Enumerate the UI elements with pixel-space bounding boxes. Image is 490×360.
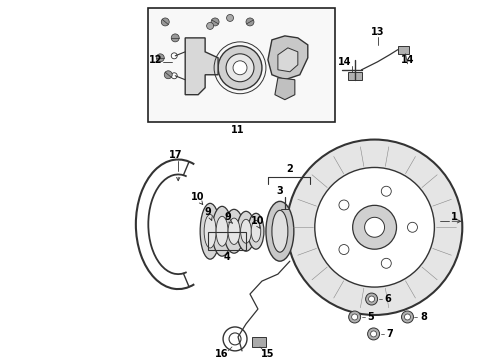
Text: 16: 16: [215, 349, 229, 359]
Circle shape: [381, 186, 392, 196]
Bar: [148, 8, 335, 122]
Ellipse shape: [272, 210, 288, 252]
Text: 13: 13: [371, 27, 384, 37]
Text: 9: 9: [205, 207, 212, 217]
Text: 6: 6: [384, 294, 391, 304]
Circle shape: [164, 71, 172, 79]
Polygon shape: [275, 78, 295, 100]
Circle shape: [315, 167, 435, 287]
Text: 2: 2: [287, 165, 293, 175]
Circle shape: [218, 46, 262, 90]
Ellipse shape: [266, 201, 294, 261]
Circle shape: [368, 328, 380, 340]
Bar: [208, 232, 246, 250]
Text: 10: 10: [192, 192, 205, 202]
Text: 17: 17: [169, 149, 182, 159]
Ellipse shape: [216, 216, 228, 246]
Circle shape: [366, 293, 378, 305]
Text: 9: 9: [225, 212, 231, 222]
Text: 5: 5: [367, 312, 374, 322]
Ellipse shape: [228, 218, 240, 244]
Circle shape: [211, 18, 219, 26]
Bar: [348, 72, 362, 80]
Circle shape: [246, 18, 254, 26]
Text: 3: 3: [276, 186, 283, 197]
Text: 10: 10: [251, 216, 265, 226]
Bar: [252, 337, 266, 347]
Bar: [397, 46, 410, 54]
Ellipse shape: [212, 206, 232, 256]
Circle shape: [171, 34, 179, 42]
Circle shape: [226, 14, 234, 22]
Circle shape: [207, 22, 214, 30]
Circle shape: [171, 53, 177, 59]
Circle shape: [352, 314, 358, 320]
Circle shape: [370, 331, 377, 337]
Ellipse shape: [241, 219, 251, 243]
Circle shape: [339, 200, 349, 210]
Circle shape: [156, 54, 164, 62]
Circle shape: [404, 314, 411, 320]
Circle shape: [349, 311, 361, 323]
Text: 15: 15: [261, 349, 275, 359]
Circle shape: [381, 258, 392, 268]
Ellipse shape: [251, 220, 261, 242]
Text: 1: 1: [451, 212, 458, 222]
Ellipse shape: [200, 203, 220, 259]
Ellipse shape: [248, 213, 264, 249]
Text: 7: 7: [386, 329, 393, 339]
Circle shape: [353, 205, 396, 249]
Polygon shape: [185, 38, 218, 95]
Text: 14: 14: [401, 55, 414, 65]
Circle shape: [233, 61, 247, 75]
Circle shape: [226, 54, 254, 82]
Polygon shape: [268, 36, 308, 80]
Circle shape: [401, 311, 414, 323]
Text: 4: 4: [223, 252, 230, 262]
Ellipse shape: [224, 209, 244, 253]
Text: 8: 8: [420, 312, 427, 322]
Text: 12: 12: [148, 55, 162, 65]
Circle shape: [408, 222, 417, 232]
Circle shape: [368, 296, 374, 302]
Circle shape: [365, 217, 385, 237]
Text: 14: 14: [338, 57, 351, 67]
Circle shape: [339, 244, 349, 255]
Ellipse shape: [204, 215, 216, 248]
Polygon shape: [278, 48, 298, 72]
Circle shape: [161, 18, 169, 26]
Ellipse shape: [237, 211, 255, 251]
Text: 11: 11: [231, 125, 245, 135]
Circle shape: [287, 140, 462, 315]
Circle shape: [171, 73, 177, 79]
